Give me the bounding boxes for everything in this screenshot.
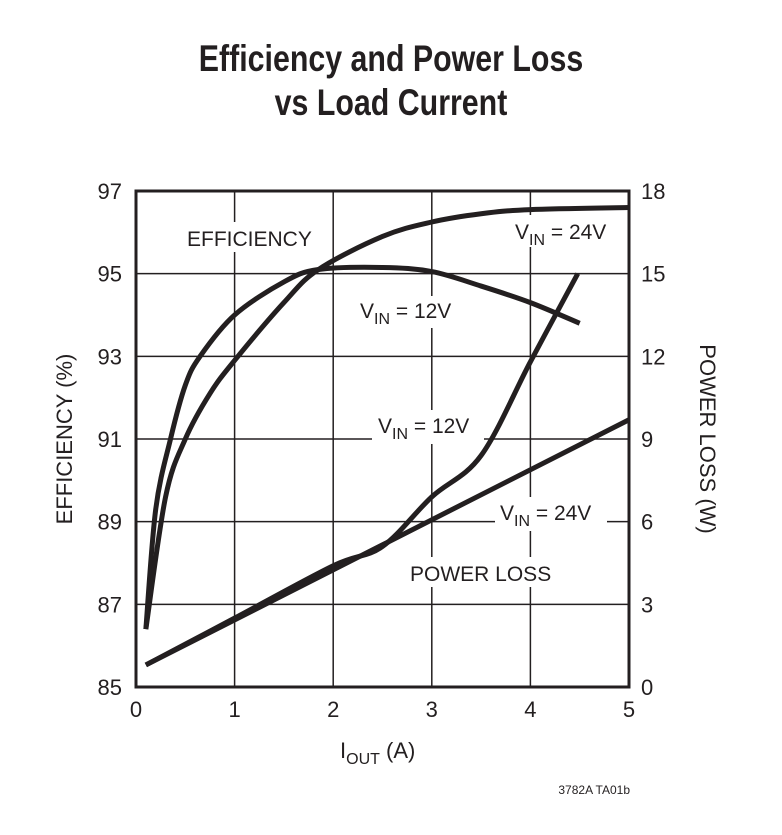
series-line-efficiency-24v (143, 205, 630, 630)
y-right-tick-label: 15 (641, 262, 665, 287)
x-tick-label: 2 (327, 697, 339, 722)
series-line-efficiency-12v (143, 264, 581, 630)
chart-title-line1: Efficiency and Power Loss (198, 38, 584, 79)
label-eff-12v: VIN = 12V (360, 300, 451, 328)
y-right-tick-label: 0 (641, 675, 653, 700)
series-line-power-loss-12v (144, 272, 580, 668)
y-right-tick-label: 18 (641, 179, 665, 204)
x-tick-label: 4 (524, 697, 536, 722)
y-axis-right-label: POWER LOSS (W) (695, 344, 720, 533)
y-axis-left-label: EFFICIENCY (%) (52, 354, 77, 525)
y-left-tick-label: 85 (98, 675, 122, 700)
label-eff-24v: VIN = 24V (515, 221, 606, 249)
x-tick-label: 1 (228, 697, 240, 722)
y-left-tick-label: 87 (98, 592, 122, 617)
y-left-tick-label: 97 (98, 179, 122, 204)
y-right-tick-label: 3 (641, 592, 653, 617)
x-tick-label: 0 (130, 697, 142, 722)
y-right-tick-label: 9 (641, 427, 653, 452)
y-right-tick-label: 6 (641, 510, 653, 535)
plot-frame (134, 189, 631, 689)
annotation-power-loss: POWER LOSS (410, 563, 551, 586)
y-left-tick-label: 93 (98, 344, 122, 369)
y-left-tick-label: 89 (98, 510, 122, 535)
x-tick-label: 3 (426, 697, 438, 722)
label-pl-24v: VIN = 24V (500, 502, 591, 530)
y-left-tick-label: 95 (98, 262, 122, 287)
annotation-efficiency: EFFICIENCY (187, 228, 312, 251)
label-pl-12v: VIN = 12V (378, 415, 469, 443)
figure-code: 3782A TA01b (558, 783, 630, 797)
series-line-power-loss-24v (144, 417, 631, 668)
y-right-tick-label: 12 (641, 344, 665, 369)
y-left-tick-label: 91 (98, 427, 122, 452)
chart-title-line2: vs Load Current (274, 82, 508, 123)
x-tick-label: 5 (623, 697, 635, 722)
x-axis-label: IOUT (A) (340, 738, 415, 768)
